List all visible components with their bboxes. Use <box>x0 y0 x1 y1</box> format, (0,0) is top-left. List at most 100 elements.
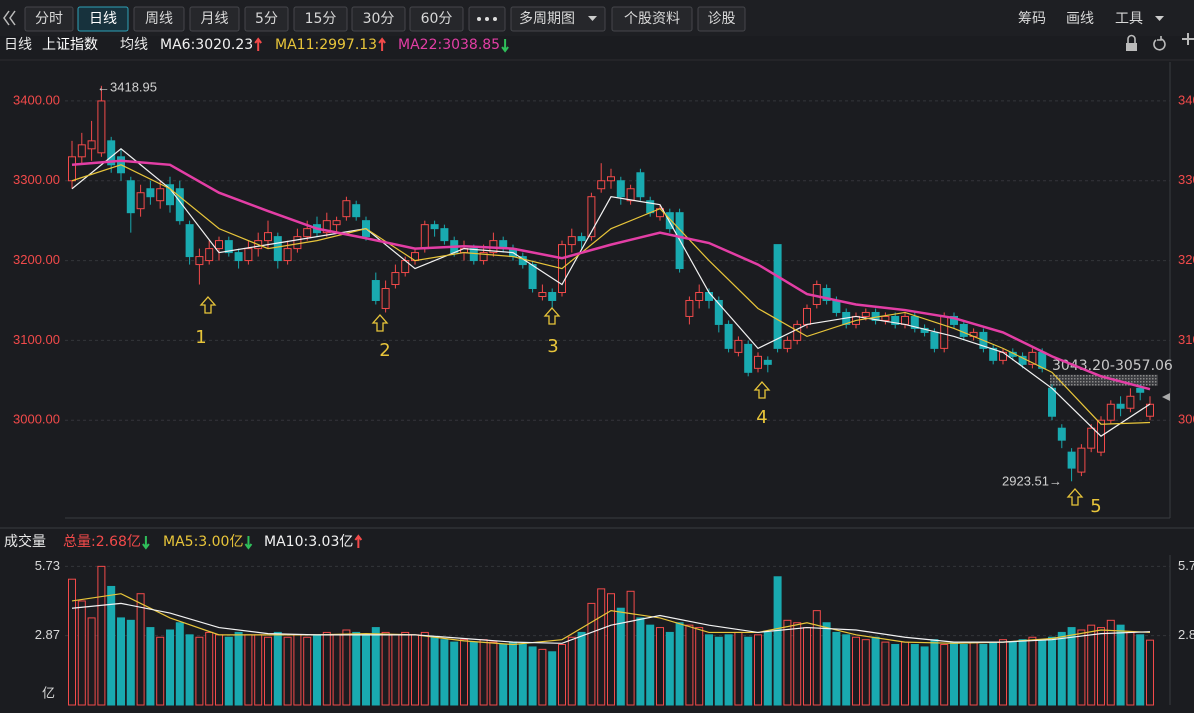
button[interactable] <box>510 6 606 32</box>
candle-body <box>283 248 292 262</box>
tab[interactable] <box>409 6 464 32</box>
ma-label: 均线 <box>120 37 148 53</box>
volume-bar <box>1126 631 1135 706</box>
volume-bar <box>283 636 292 706</box>
volume-bar <box>558 644 566 706</box>
ma-line <box>71 593 1151 646</box>
candle-body <box>107 140 116 166</box>
volume-bar <box>509 641 517 706</box>
candle-body <box>763 359 772 365</box>
volume-bar <box>303 636 312 706</box>
volume-bar <box>391 634 400 706</box>
volume-bar <box>1146 639 1154 706</box>
candle-body <box>234 252 243 262</box>
tool-label[interactable]: 工具 <box>1115 11 1143 27</box>
candle-body <box>205 248 214 262</box>
candle-body <box>391 272 400 286</box>
candle-body <box>1116 403 1125 409</box>
candle-body <box>607 176 615 182</box>
marker-arrow <box>543 307 561 325</box>
volume-bar <box>832 631 841 706</box>
trend-down-icon <box>501 39 509 53</box>
collapse-icon[interactable] <box>3 10 16 26</box>
candle-body <box>881 315 890 321</box>
button-label[interactable]: 个股资料 <box>624 11 680 27</box>
marker-arrow <box>371 314 389 332</box>
candle-body <box>587 196 596 238</box>
button-label[interactable]: 多周期图 <box>519 10 575 27</box>
ma-line <box>71 164 1151 425</box>
candle-body <box>901 315 909 325</box>
tab-label[interactable]: 周线 <box>145 11 173 27</box>
tool-label[interactable]: 画线 <box>1066 11 1094 27</box>
volume-bar <box>1136 634 1145 706</box>
y-tick-label: 3400.00 <box>1178 92 1194 107</box>
volume-bar <box>979 644 988 706</box>
tab-label[interactable]: 月线 <box>201 11 229 27</box>
volume-bar <box>636 617 645 706</box>
volume-bar <box>479 639 488 706</box>
volume-bar <box>215 634 223 706</box>
candle-body <box>705 292 713 301</box>
volume-bar <box>430 636 439 706</box>
candle-body <box>68 156 76 182</box>
band-label: 3043.20-3057.06 <box>1052 358 1173 374</box>
y-tick-label: 3400.00 <box>13 92 60 107</box>
lock-icon[interactable] <box>1126 34 1137 52</box>
tab-label[interactable]: 5分 <box>255 11 278 27</box>
tab-label[interactable]: 30分 <box>363 11 395 27</box>
volume-bar <box>626 590 635 706</box>
candle-body <box>97 100 106 154</box>
volume-bar <box>489 641 498 706</box>
tab[interactable] <box>351 6 406 32</box>
candle-body <box>597 180 606 190</box>
candle-body <box>567 236 576 246</box>
volume-bar <box>126 619 135 706</box>
candle-body <box>1048 387 1056 417</box>
reset-icon[interactable] <box>1153 36 1166 51</box>
tab[interactable] <box>133 6 185 32</box>
button[interactable] <box>697 6 746 32</box>
tab[interactable] <box>293 6 348 32</box>
marker-label: 3 <box>547 336 558 357</box>
tab-label[interactable]: 60分 <box>421 11 453 27</box>
tab-label[interactable]: 分时 <box>35 11 63 27</box>
volume-bar <box>185 634 194 706</box>
button[interactable] <box>611 6 693 32</box>
volume-bar <box>646 624 655 706</box>
button-label[interactable]: 诊股 <box>708 11 736 27</box>
candle-body <box>548 292 557 301</box>
volume-bar <box>166 629 174 706</box>
volume-bar <box>989 641 998 706</box>
volume-bar <box>77 600 86 706</box>
volume-bar <box>97 565 106 706</box>
tab[interactable] <box>189 6 240 32</box>
volume-bar <box>1106 619 1115 706</box>
add-icon[interactable] <box>1182 33 1194 45</box>
volume-bar <box>881 641 890 706</box>
tab[interactable] <box>24 6 74 32</box>
candle-body <box>1126 395 1135 409</box>
legend-entry: MA22:3038.85 <box>398 37 500 53</box>
volume-bar <box>528 646 537 706</box>
tab-label[interactable]: 15分 <box>305 11 337 27</box>
tab-label[interactable]: 日线 <box>89 11 117 27</box>
volume-bar <box>352 631 361 706</box>
volume-bar <box>852 636 860 706</box>
tab[interactable] <box>77 6 129 32</box>
trend-down-icon <box>142 536 150 550</box>
candle-body <box>1057 427 1066 441</box>
legend-entry: MA5:3.00亿 <box>163 534 243 550</box>
candle-body <box>342 200 351 218</box>
tab[interactable] <box>244 6 289 32</box>
marker-arrow <box>753 381 771 399</box>
volume-bar <box>362 634 370 706</box>
y-tick-label: 3100.00 <box>1178 332 1194 347</box>
volume-bar <box>342 629 351 706</box>
volume-bar <box>411 634 419 706</box>
marker-arrow <box>1066 488 1084 506</box>
volume-bar <box>195 636 204 706</box>
volume-bar <box>87 617 96 706</box>
tool-label[interactable]: 筹码 <box>1018 10 1046 27</box>
